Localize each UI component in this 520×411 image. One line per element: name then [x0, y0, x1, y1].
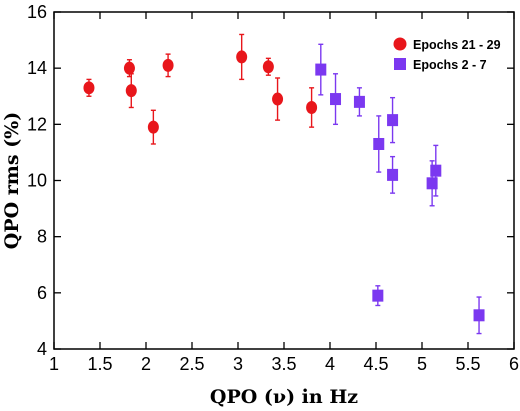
- data-point-epochs-21-29: [83, 81, 95, 95]
- y-tick-label: 4: [37, 339, 47, 359]
- data-point-epochs-21-29: [147, 120, 159, 134]
- data-point-epochs-21-29: [272, 92, 284, 106]
- data-point-epochs-2-7: [315, 63, 327, 76]
- error-bars: [86, 33, 482, 335]
- data-point-epochs-21-29: [125, 84, 137, 98]
- data-point-epochs-2-7: [372, 289, 384, 302]
- x-tick-label: 2: [141, 354, 151, 374]
- x-tick-label: 2.5: [179, 354, 204, 374]
- y-axis-title: QPO rms (%): [1, 112, 23, 249]
- y-tick-labels: 4 6 8 10 12 14 16: [27, 2, 47, 359]
- data-point-epochs-2-7: [387, 168, 399, 181]
- y-tick-label: 16: [27, 2, 47, 22]
- data-point-epochs-2-7: [373, 137, 385, 150]
- legend-label-epochs-21-29: Epochs 21 - 29: [413, 38, 501, 52]
- data-point-epochs-2-7: [330, 93, 342, 106]
- data-point-epochs-2-7: [473, 309, 485, 322]
- data-point-epochs-21-29: [306, 100, 318, 114]
- y-tick-label: 10: [27, 171, 47, 191]
- x-tick-label: 6: [509, 354, 519, 374]
- legend-marker-epochs-2-7: [394, 58, 406, 70]
- legend-label-epochs-2-7: Epochs 2 - 7: [413, 58, 487, 72]
- data-point-epochs-2-7: [426, 177, 438, 190]
- data-point-epochs-21-29: [123, 61, 135, 75]
- x-tick-labels: 1 1.5 2 2.5 3 3.5 4 4.5 5 5.5 6: [49, 354, 519, 374]
- x-tick-label: 4: [325, 354, 335, 374]
- data-point-epochs-2-7: [387, 114, 399, 127]
- legend-marker-epochs-21-29: [393, 37, 407, 51]
- x-tick-label: 1: [49, 354, 59, 374]
- data-point-epochs-21-29: [236, 50, 248, 64]
- x-tick-label: 5: [417, 354, 427, 374]
- y-tick-label: 12: [27, 114, 47, 134]
- data-point-epochs-2-7: [430, 164, 442, 177]
- y-tick-label: 6: [37, 283, 47, 303]
- x-tick-label: 1.5: [87, 354, 112, 374]
- x-tick-label: 3.5: [271, 354, 296, 374]
- legend: Epochs 21 - 29 Epochs 2 - 7: [393, 37, 501, 72]
- x-tick-label: 5.5: [455, 354, 480, 374]
- axis-ticks: [53, 11, 515, 350]
- data-point-epochs-21-29: [162, 58, 174, 72]
- data-markers: [83, 50, 485, 322]
- x-axis-title: QPO (ν) in Hz: [210, 386, 358, 408]
- data-point-epochs-21-29: [262, 60, 274, 74]
- y-tick-label: 14: [27, 58, 47, 78]
- y-tick-label: 8: [37, 227, 47, 247]
- data-point-epochs-2-7: [353, 95, 365, 108]
- x-tick-label: 4.5: [363, 354, 388, 374]
- x-tick-label: 3: [233, 354, 243, 374]
